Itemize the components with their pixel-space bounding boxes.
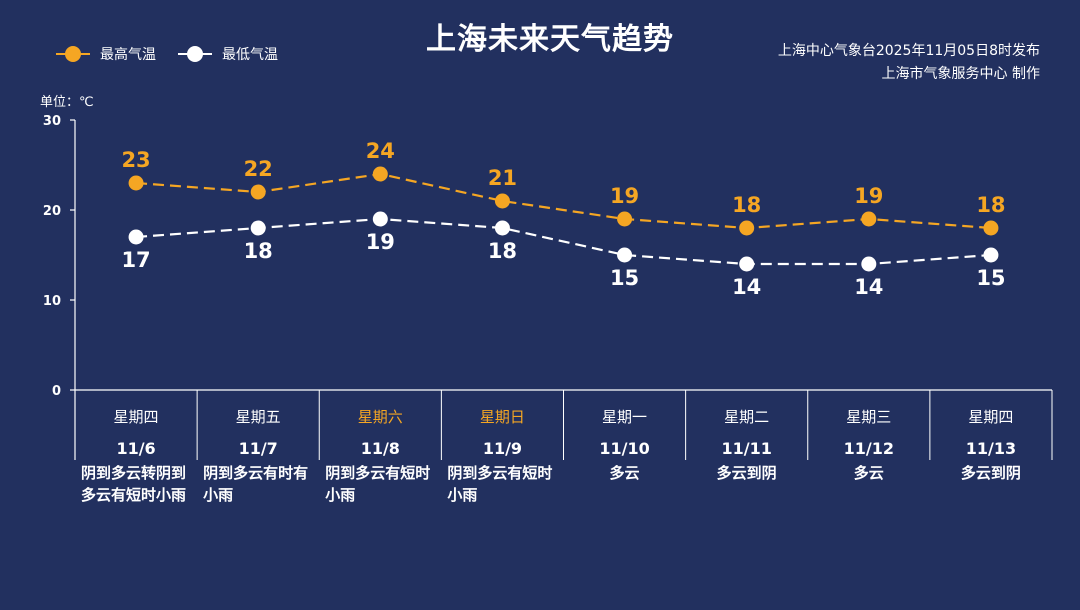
weekday-label: 星期四 (968, 408, 1014, 426)
day-column: 星期四 11/13 (930, 406, 1052, 458)
data-point-high (739, 220, 755, 236)
day-column: 星期六 11/8 (319, 406, 441, 458)
data-point-low (372, 211, 388, 227)
day-column: 星期一 11/10 (564, 406, 686, 458)
data-point-low (861, 256, 877, 272)
data-point-high (861, 211, 877, 227)
data-point-low (494, 220, 510, 236)
data-label-high: 22 (244, 157, 273, 181)
data-point-low (617, 247, 633, 263)
date-label: 11/6 (116, 439, 156, 458)
data-label-high: 19 (610, 184, 639, 208)
weather-description: 阴到多云有时有小雨 (203, 464, 309, 504)
data-label-low: 15 (610, 266, 639, 290)
data-label-high: 24 (366, 139, 395, 163)
weather-description: 多云 (853, 464, 884, 482)
weekday-label: 星期二 (724, 408, 770, 426)
legend-label-low: 最低气温 (222, 47, 278, 63)
source-line-1: 上海中心气象台2025年11月05日8时发布 (777, 43, 1040, 59)
data-point-high (372, 166, 388, 182)
data-point-low (250, 220, 266, 236)
date-label: 11/10 (599, 439, 650, 458)
y-tick-label: 0 (52, 384, 61, 399)
date-label: 11/7 (238, 439, 278, 458)
day-column: 星期五 11/7 (197, 406, 319, 458)
page-title: 上海未来天气趋势 (426, 22, 674, 57)
data-label-low: 14 (854, 275, 883, 299)
data-label-low: 15 (976, 266, 1005, 290)
y-tick-label: 30 (43, 114, 61, 129)
data-point-low (128, 229, 144, 245)
day-column: 星期日 11/9 (441, 406, 563, 458)
legend: 最高气温 最低气温 (56, 44, 300, 64)
data-point-low (739, 256, 755, 272)
data-label-high: 18 (976, 193, 1005, 217)
data-label-low: 18 (244, 239, 273, 263)
data-label-high: 21 (488, 166, 517, 190)
weekday-label: 星期三 (846, 408, 892, 426)
source-note: 上海中心气象台2025年11月05日8时发布 上海市气象服务中心 制作 (778, 40, 1040, 86)
data-label-low: 18 (488, 239, 517, 263)
data-point-high (494, 193, 510, 209)
data-label-high: 18 (732, 193, 761, 217)
date-label: 11/12 (843, 439, 894, 458)
weather-description: 阴到多云转阴到多云有短时小雨 (81, 464, 187, 504)
weekday-label: 星期四 (113, 408, 159, 426)
weekday-label: 星期五 (235, 408, 281, 426)
unit-label: 单位：℃ (40, 95, 94, 110)
data-label-low: 14 (732, 275, 761, 299)
weekday-label: 星期六 (357, 408, 403, 426)
date-label: 11/11 (721, 439, 772, 458)
day-column: 星期四 11/6 (75, 406, 197, 458)
source-line-2: 上海市气象服务中心 制作 (881, 66, 1040, 82)
data-label-high: 19 (854, 184, 883, 208)
legend-item-low: 最低气温 (178, 44, 278, 64)
series-line-high (135, 172, 992, 230)
data-point-low (983, 247, 999, 263)
weather-description: 多云到阴 (716, 464, 777, 482)
data-label-low: 19 (366, 230, 395, 254)
data-point-high (983, 220, 999, 236)
day-column: 星期三 11/12 (808, 406, 930, 458)
data-point-high (128, 175, 144, 191)
series-line-low (135, 217, 992, 266)
weekday-label: 星期日 (479, 408, 525, 426)
weekday-label: 星期一 (602, 408, 648, 426)
weather-description: 阴到多云有短时小雨 (447, 464, 553, 504)
weather-description: 多云到阴 (960, 464, 1021, 482)
legend-swatch-high (56, 44, 90, 64)
date-label: 11/13 (965, 439, 1017, 458)
data-point-high (617, 211, 633, 227)
y-tick-label: 10 (43, 294, 61, 309)
date-label: 11/9 (482, 439, 523, 458)
data-point-high (250, 184, 266, 200)
weather-description: 多云 (609, 464, 640, 482)
date-label: 11/8 (360, 439, 400, 458)
legend-swatch-low (178, 44, 212, 64)
legend-label-high: 最高气温 (100, 47, 156, 63)
data-label-high: 23 (121, 148, 150, 172)
data-label-low: 17 (121, 248, 150, 272)
weather-description: 阴到多云有短时小雨 (325, 464, 431, 504)
legend-item-high: 最高气温 (56, 44, 156, 64)
y-tick-label: 20 (43, 204, 61, 219)
day-column: 星期二 11/11 (686, 406, 808, 458)
